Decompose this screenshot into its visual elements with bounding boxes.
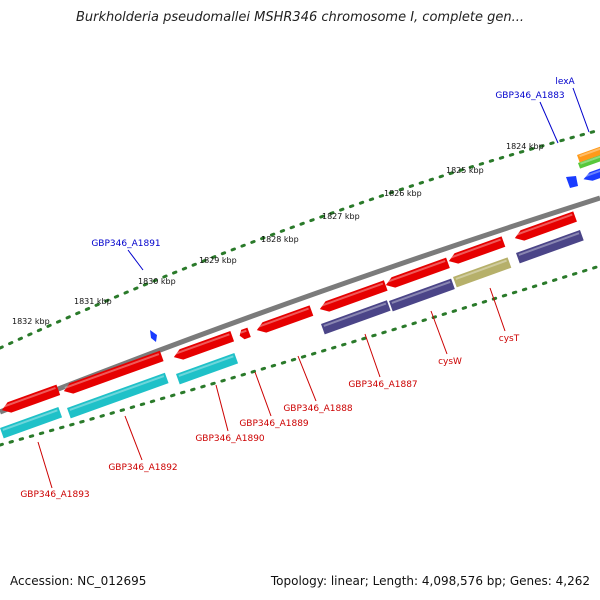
topology-summary: Topology: linear; Length: 4,098,576 bp; …	[270, 574, 590, 588]
map-title: Burkholderia pseudomallei MSHR346 chromo…	[75, 10, 525, 25]
gene-a1890-cyan-highlight	[178, 355, 234, 377]
ruler-tick-label: 1827 kbp	[322, 212, 360, 221]
gene-a1887-red-shape	[319, 280, 388, 312]
gene-cyst-red-shape	[448, 236, 506, 264]
ruler-tick-label: 1832 kbp	[12, 317, 50, 326]
label-lexa-leader	[572, 87, 590, 133]
gene-a1893-cyan[interactable]	[0, 406, 63, 439]
gene-a1892-cyan-highlight	[69, 375, 165, 411]
label-cyst[interactable]: cysT	[499, 334, 520, 344]
gene-a1893-cyan-highlight	[2, 409, 58, 431]
gene-cysw-red-shape	[385, 257, 450, 288]
gene-a1883-blue-highlight	[584, 168, 600, 178]
label-a1893[interactable]: GBP346_A1893	[20, 490, 89, 500]
gene-cysw-highlight	[391, 280, 451, 304]
gene-cysw-red[interactable]	[384, 257, 450, 291]
label-a1887-leader	[364, 333, 381, 378]
gene-a1887-red-highlight	[320, 282, 384, 307]
gene-a1893-shape	[1, 384, 61, 413]
gene-a1888-highlight	[257, 307, 309, 328]
label-a1888-leader	[297, 355, 317, 402]
marker-a1891[interactable]	[150, 330, 157, 342]
lower-ruler-dotted-line	[0, 264, 600, 447]
gene-cysw-red-highlight	[386, 259, 446, 283]
label-a1892[interactable]: GBP346_A1892	[108, 463, 177, 473]
ruler-tick-label: 1831 kbp	[74, 297, 112, 306]
gene-next-red[interactable]	[513, 211, 577, 243]
gene-a1889[interactable]	[238, 327, 251, 341]
ruler-tick-label: 1824 kbp	[506, 142, 544, 151]
ruler-tick-label: 1829 kbp	[199, 256, 237, 265]
kbp-ruler	[0, 128, 600, 350]
ruler-dotted-line	[0, 128, 600, 350]
feature-labels: lexA GBP346_A1883 GBP346_A1891 GBP346_A1893…	[20, 77, 590, 500]
gene-cyst-next-highlight	[518, 232, 580, 256]
gene-a1887[interactable]	[321, 300, 391, 335]
label-a1891-leader	[127, 249, 144, 271]
marker-a1883[interactable]	[566, 176, 578, 188]
gene-cyst[interactable]	[453, 257, 512, 288]
gene-cyst-red-highlight	[449, 238, 501, 259]
gene-a1892-cyan[interactable]	[67, 372, 169, 419]
label-a1893-leader	[37, 441, 53, 489]
gene-a1889-shape	[239, 327, 251, 340]
label-a1890-leader	[215, 384, 229, 432]
ruler-tick-label: 1830 kbp	[138, 277, 176, 286]
label-a1891[interactable]: GBP346_A1891	[91, 239, 160, 249]
gene-a1892-shape	[63, 350, 164, 394]
gene-cysw[interactable]	[389, 278, 455, 312]
gene-lexa-green[interactable]	[578, 152, 600, 169]
gene-a1892[interactable]	[62, 350, 164, 397]
gene-a1892-highlight	[64, 353, 160, 389]
gene-a1883-blue[interactable]	[582, 166, 600, 183]
gene-a1890[interactable]	[172, 330, 235, 362]
label-a1890[interactable]: GBP346_A1890	[195, 434, 265, 444]
gene-a1893-highlight	[2, 387, 56, 408]
label-a1883[interactable]: GBP346_A1883	[495, 91, 564, 101]
label-a1889[interactable]: GBP346_A1889	[239, 419, 309, 429]
gene-a1887-highlight	[323, 302, 387, 327]
gene-a1890-cyan-shape	[176, 352, 239, 385]
label-a1883-leader	[539, 101, 559, 144]
gene-cyst-red[interactable]	[447, 236, 506, 266]
gene-a1888-shape	[256, 305, 314, 333]
label-a1887[interactable]: GBP346_A1887	[348, 380, 417, 390]
label-cyst-leader	[489, 287, 506, 332]
gene-a1887-red[interactable]	[318, 280, 388, 314]
gene-next-red-highlight	[515, 213, 573, 236]
gene-lexa-orange-shape	[577, 144, 600, 163]
gene-features	[0, 144, 600, 439]
gene-a1890-shape	[173, 330, 235, 360]
label-cysw-leader	[430, 310, 448, 355]
ruler-tick-label: 1826 kbp	[384, 189, 422, 198]
gene-lexa-green-highlight	[580, 153, 600, 165]
ruler-tick-label: 1828 kbp	[261, 235, 299, 244]
label-lexa[interactable]: lexA	[555, 77, 575, 87]
label-a1892-leader	[124, 415, 143, 461]
gene-cyst-next-shape	[516, 229, 584, 264]
gene-a1893-cyan-shape	[0, 406, 63, 439]
gene-a1892-cyan-shape	[67, 372, 169, 419]
gene-cyst-highlight	[455, 259, 507, 280]
gene-a1887-shape	[321, 300, 391, 335]
ruler-tick-label: 1825 kbp	[446, 166, 484, 175]
gene-a1889-highlight	[240, 329, 247, 334]
gene-a1890-highlight	[174, 333, 230, 355]
gene-a1888[interactable]	[255, 305, 314, 335]
gene-cysw-shape	[389, 278, 455, 312]
gene-a1893[interactable]	[0, 384, 61, 416]
gene-cyst-next[interactable]	[516, 229, 584, 264]
gene-a1890-cyan[interactable]	[176, 352, 239, 385]
gene-lexa-green-shape	[578, 152, 600, 169]
ruler-tick-labels: 1824 kbp 1825 kbp 1826 kbp 1827 kbp 1828 kbp…	[12, 142, 544, 326]
label-cysw[interactable]: cysW	[438, 357, 462, 367]
accession-text: Accession: NC_012695	[10, 574, 147, 588]
label-a1889-leader	[254, 371, 272, 417]
gene-next-red-shape	[514, 211, 577, 241]
gene-cyst-shape	[453, 257, 512, 288]
label-a1888[interactable]: GBP346_A1888	[283, 404, 353, 414]
gene-a1883-blue-shape	[583, 166, 600, 181]
